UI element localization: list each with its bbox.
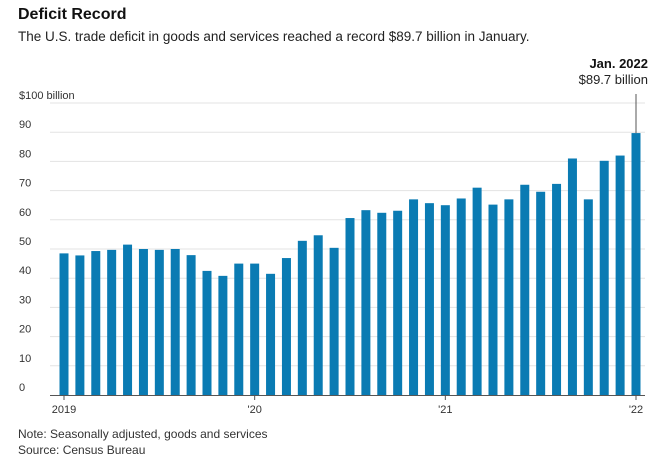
annotation: Jan. 2022$89.7 billion bbox=[579, 56, 648, 134]
x-tick-label: '22 bbox=[629, 404, 643, 416]
y-tick-label: 10 bbox=[19, 353, 31, 365]
bar: Jun 2019: 50 bbox=[138, 249, 148, 395]
bar: Mar 2020: 46.9 bbox=[281, 258, 291, 395]
y-axis-labels: 0 10 20 30 40 50 60 70 80 90 $100 billion bbox=[19, 90, 75, 394]
bar: May 2019: 51.5 bbox=[123, 244, 133, 395]
bar: Jan 2019: 48.5 bbox=[59, 253, 69, 395]
bar: Dec 2019: 45 bbox=[234, 263, 244, 395]
y-tick-label: 60 bbox=[19, 207, 31, 219]
y-tick-label: 80 bbox=[19, 148, 31, 160]
bar: Apr 2021: 65.2 bbox=[488, 204, 498, 395]
bar: Feb 2019: 47.8 bbox=[75, 255, 85, 395]
chart-note: Note: Seasonally adjusted, goods and ser… bbox=[18, 427, 268, 441]
y-tick-label: $100 billion bbox=[19, 90, 75, 102]
y-tick-label: 70 bbox=[19, 178, 31, 190]
x-tick-label: 2019 bbox=[52, 404, 76, 416]
bar: Oct 2020: 63.1 bbox=[393, 210, 403, 395]
annotation-date: Jan. 2022 bbox=[589, 56, 648, 71]
bar: Mar 2019: 49.3 bbox=[91, 251, 101, 395]
bar: Jan 2020: 45 bbox=[250, 263, 260, 395]
bar: Mar 2021: 71 bbox=[472, 187, 482, 395]
bar: Nov 2021: 80.2 bbox=[599, 160, 609, 395]
bar: Aug 2019: 50 bbox=[170, 249, 180, 395]
bar: May 2021: 67 bbox=[504, 199, 514, 395]
bar: Jun 2021: 72 bbox=[520, 184, 530, 395]
bars: Jan 2019: 48.5 Feb 2019: 47.8 Mar 2019: 49… bbox=[59, 133, 641, 396]
bar: Feb 2021: 67.3 bbox=[456, 198, 466, 395]
x-axis: 2019 '20 '21 '22 bbox=[50, 395, 645, 416]
chart-subtitle: The U.S. trade deficit in goods and serv… bbox=[18, 29, 530, 44]
y-tick-label: 40 bbox=[19, 265, 31, 277]
y-tick-label: 30 bbox=[19, 294, 31, 306]
bar: Sep 2020: 62.4 bbox=[377, 212, 387, 395]
bar: Apr 2020: 52.8 bbox=[297, 240, 307, 395]
annotation-value: $89.7 billion bbox=[579, 72, 648, 87]
bar: Aug 2020: 63.3 bbox=[361, 210, 371, 395]
bar: Dec 2020: 65.7 bbox=[424, 203, 434, 395]
x-tick-label: '21 bbox=[438, 404, 452, 416]
y-tick-label: 50 bbox=[19, 236, 31, 248]
chart-source: Source: Census Bureau bbox=[18, 443, 146, 457]
gridlines bbox=[50, 102, 645, 367]
bar: Jun 2020: 50.4 bbox=[329, 247, 339, 395]
bar: Oct 2021: 67 bbox=[583, 199, 593, 395]
y-tick-label: 0 bbox=[19, 382, 25, 394]
bar: Nov 2019: 40.8 bbox=[218, 275, 228, 395]
bar: Sep 2021: 81 bbox=[567, 158, 577, 395]
bar-chart: 0 10 20 30 40 50 60 70 80 90 $100 billion Jan 2019… bbox=[19, 56, 648, 416]
x-tick-label: '20 bbox=[247, 404, 261, 416]
bar: Jul 2020: 60.6 bbox=[345, 218, 355, 395]
bar: Oct 2019: 42.5 bbox=[202, 270, 212, 395]
bar: Aug 2021: 72.3 bbox=[552, 183, 562, 395]
chart-title: Deficit Record bbox=[18, 6, 127, 23]
bar: Dec 2021: 82 bbox=[615, 155, 625, 395]
y-tick-label: 20 bbox=[19, 324, 31, 336]
bar: Feb 2020: 41.5 bbox=[266, 273, 276, 395]
bar: Sep 2019: 47.9 bbox=[186, 255, 196, 395]
y-tick-label: 90 bbox=[19, 119, 31, 131]
bar: Apr 2019: 49.7 bbox=[107, 249, 117, 395]
bar: Jul 2019: 49.7 bbox=[154, 249, 164, 395]
bar: Jan 2022: 89.7 bbox=[631, 133, 641, 396]
bar: Jan 2021: 65 bbox=[440, 205, 450, 395]
bar: May 2020: 54.7 bbox=[313, 235, 323, 395]
bar: Nov 2020: 67 bbox=[409, 199, 419, 395]
bar: Jul 2021: 69.6 bbox=[536, 191, 546, 395]
